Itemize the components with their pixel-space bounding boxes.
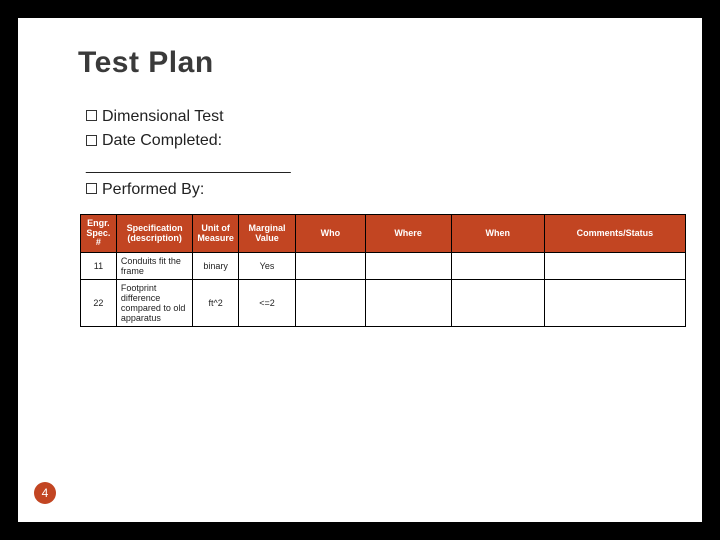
col-where: Where <box>365 215 451 253</box>
square-bullet-icon <box>86 110 97 121</box>
col-marginal: Marginal Value <box>238 215 295 253</box>
cell-desc: Footprint difference compared to old app… <box>116 280 193 327</box>
cell-marginal: Yes <box>238 253 295 280</box>
page-number-badge: 4 <box>34 482 56 504</box>
table-row: 11 Conduits fit the frame binary Yes <box>81 253 686 280</box>
blank-line: _______________________ <box>86 155 291 177</box>
col-spec-num: Engr. Spec. # <box>81 215 117 253</box>
table-row: 22 Footprint difference compared to old … <box>81 280 686 327</box>
cell-comments <box>544 280 685 327</box>
bullet-item: Date Completed: <box>86 130 291 152</box>
bullet-list: Dimensional Test Date Completed: _______… <box>86 106 291 204</box>
spec-table: Engr. Spec. # Specification (description… <box>80 214 686 327</box>
slide: Test Plan Dimensional Test Date Complete… <box>18 18 702 522</box>
col-when: When <box>451 215 544 253</box>
bullet-text: Performed By: <box>102 181 204 198</box>
cell-spec-num: 11 <box>81 253 117 280</box>
bullet-text: Date Completed: <box>102 132 222 149</box>
col-comments: Comments/Status <box>544 215 685 253</box>
blank-underscore: _______________________ <box>86 155 291 177</box>
bullet-item: Dimensional Test <box>86 106 291 128</box>
page-title: Test Plan <box>78 46 214 80</box>
bullet-text: Dimensional Test <box>102 108 224 125</box>
cell-who <box>296 253 365 280</box>
cell-unit: binary <box>193 253 238 280</box>
cell-where <box>365 253 451 280</box>
table-header-row: Engr. Spec. # Specification (description… <box>81 215 686 253</box>
cell-when <box>451 253 544 280</box>
col-desc: Specification (description) <box>116 215 193 253</box>
cell-unit: ft^2 <box>193 280 238 327</box>
cell-comments <box>544 253 685 280</box>
cell-spec-num: 22 <box>81 280 117 327</box>
bullet-item: Performed By: <box>86 179 291 201</box>
col-who: Who <box>296 215 365 253</box>
col-unit: Unit of Measure <box>193 215 238 253</box>
cell-when <box>451 280 544 327</box>
cell-marginal: <=2 <box>238 280 295 327</box>
cell-where <box>365 280 451 327</box>
square-bullet-icon <box>86 135 97 146</box>
square-bullet-icon <box>86 183 97 194</box>
cell-who <box>296 280 365 327</box>
cell-desc: Conduits fit the frame <box>116 253 193 280</box>
